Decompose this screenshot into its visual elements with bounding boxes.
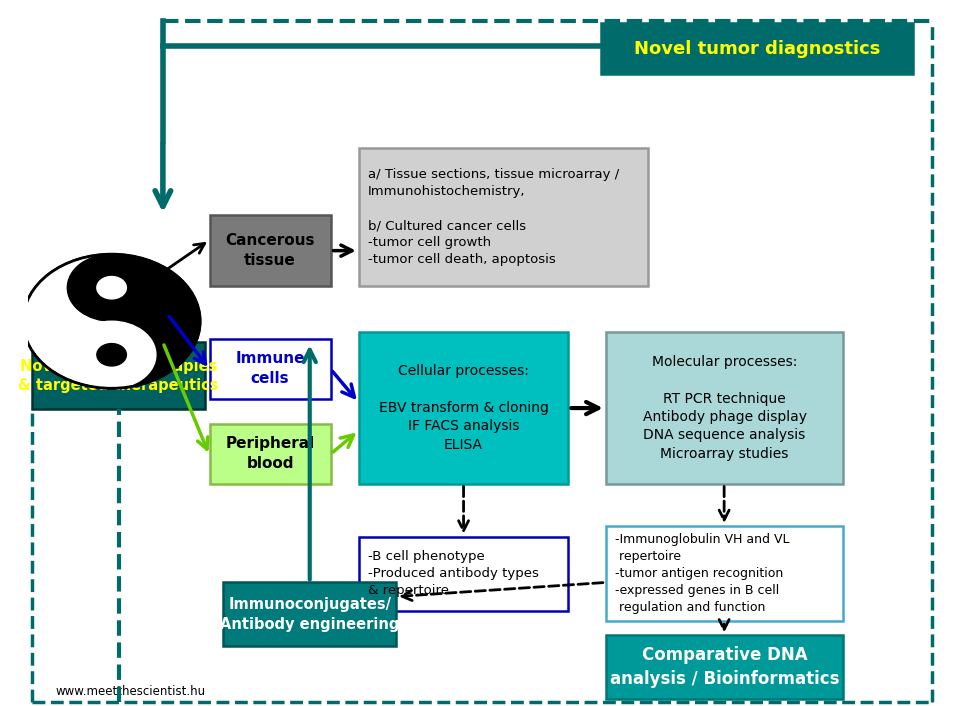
Wedge shape — [111, 254, 201, 388]
FancyBboxPatch shape — [601, 23, 913, 74]
Wedge shape — [23, 254, 111, 388]
FancyBboxPatch shape — [33, 342, 204, 409]
Circle shape — [67, 321, 156, 388]
Text: Cellular processes:

EBV transform & cloning
IF FACS analysis
ELISA: Cellular processes: EBV transform & clon… — [378, 364, 548, 452]
Text: Peripheral
blood: Peripheral blood — [226, 436, 315, 471]
Text: www.meetthescientist.hu: www.meetthescientist.hu — [56, 685, 205, 698]
FancyBboxPatch shape — [209, 339, 330, 399]
Text: Novel tumor diagnostics: Novel tumor diagnostics — [634, 40, 880, 58]
Circle shape — [67, 254, 156, 321]
Text: Molecular processes:

RT PCR technique
Antibody phage display
DNA sequence analy: Molecular processes: RT PCR technique An… — [642, 354, 806, 461]
Circle shape — [97, 344, 127, 366]
Text: Cancerous
tissue: Cancerous tissue — [226, 233, 315, 268]
Text: Immunoconjugates/
Antibody engineering: Immunoconjugates/ Antibody engineering — [220, 597, 399, 632]
FancyBboxPatch shape — [359, 332, 568, 484]
Text: Novel immunotherapies
& targeted therapeutics: Novel immunotherapies & targeted therape… — [18, 359, 219, 393]
Text: Comparative DNA
analysis / Bioinformatics: Comparative DNA analysis / Bioinformatic… — [610, 647, 839, 688]
Circle shape — [23, 254, 201, 388]
FancyBboxPatch shape — [359, 537, 568, 611]
FancyBboxPatch shape — [209, 424, 330, 484]
FancyBboxPatch shape — [606, 635, 844, 699]
Text: -Immunoglobulin VH and VL
 repertoire
-tumor antigen recognition
-expressed gene: -Immunoglobulin VH and VL repertoire -tu… — [615, 533, 789, 614]
Circle shape — [97, 277, 127, 299]
FancyBboxPatch shape — [224, 582, 396, 646]
Text: Immune
cells: Immune cells — [235, 352, 305, 386]
Text: a/ Tissue sections, tissue microarray /
Immunohistochemistry,

b/ Cultured cance: a/ Tissue sections, tissue microarray / … — [368, 168, 619, 266]
Text: -B cell phenotype
-Produced antibody types
& repertoire: -B cell phenotype -Produced antibody typ… — [368, 550, 539, 597]
FancyBboxPatch shape — [359, 148, 648, 286]
FancyBboxPatch shape — [606, 526, 844, 621]
FancyBboxPatch shape — [606, 332, 844, 484]
FancyBboxPatch shape — [209, 215, 330, 286]
